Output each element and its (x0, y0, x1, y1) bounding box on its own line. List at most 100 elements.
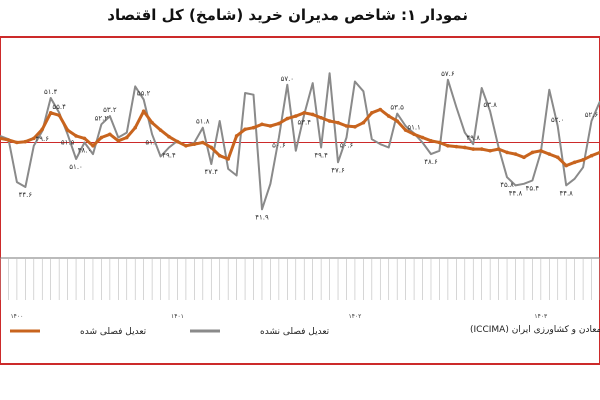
data-label: ۵۲.۲ (95, 114, 109, 122)
data-label: ۵۱.۵ (61, 138, 75, 146)
year-label: ۱۴۰۱ (171, 313, 184, 320)
data-label: ۴۷.۴ (205, 168, 219, 176)
seasonal-point (488, 148, 492, 153)
seasonal-point (15, 140, 19, 145)
data-label: ۴۹.۴ (314, 151, 328, 159)
seasonal-point (353, 125, 357, 129)
seasonal-point (268, 124, 273, 128)
legend-label: تعدیل فصلی نشده (260, 327, 330, 337)
seasonal-point (530, 150, 535, 155)
data-label: ۴۹.۴ (162, 151, 176, 159)
data-label: ۴۴.۶ (19, 191, 33, 199)
data-label: ۵۲.۰ (551, 116, 565, 124)
seasonal-point (403, 128, 408, 132)
seasonal-point (217, 153, 222, 158)
chart-title: نمودار ۱: شاخص مدیران خرید (شامخ) کل اقت… (107, 6, 468, 24)
seasonal-point (201, 140, 205, 145)
seasonal-point (167, 134, 171, 139)
data-label: ۵۱.۰ (145, 138, 159, 146)
seasonal-point (23, 139, 28, 144)
seasonal-point (547, 152, 552, 156)
seasonal-point (361, 120, 366, 125)
data-label: ۴۵.۴ (526, 184, 540, 192)
seasonal-point (99, 135, 104, 140)
seasonal-point (513, 152, 518, 156)
seasonal-point (302, 111, 307, 115)
data-label: ۴۸.۶ (424, 158, 438, 166)
year-label: ۱۴۰۳ (534, 313, 548, 320)
data-label: ۵۳.۸ (483, 101, 497, 109)
seasonal-point (293, 114, 298, 118)
data-label: ۵۱.۸ (196, 118, 210, 126)
seasonal-point (40, 127, 45, 132)
data-label: ۴۹.۸ (466, 134, 480, 142)
seasonal-point (496, 147, 501, 151)
data-label: ۴۸.۰ (78, 147, 92, 155)
seasonal-point (141, 109, 146, 113)
data-label: ۵۷.۶ (441, 70, 455, 78)
data-label: ۴۹.۶ (35, 135, 49, 143)
seasonal-point (429, 139, 433, 143)
seasonal-point (124, 135, 129, 140)
seasonal-point (0, 136, 2, 141)
series-raw-line (0, 72, 600, 211)
seasonal-point (310, 112, 315, 117)
seasonal-point (505, 150, 509, 155)
seasonal-point (175, 139, 180, 144)
seasonal-point (437, 140, 442, 145)
year-label: ۱۴۰۰ (10, 313, 23, 320)
seasonal-point (539, 148, 543, 153)
seasonal-point (251, 125, 256, 130)
seasonal-point (589, 153, 594, 158)
seasonal-point (6, 138, 11, 142)
data-label: ۵۳.۴ (297, 118, 311, 126)
seasonal-point (336, 120, 340, 125)
seasonal-point (462, 145, 467, 150)
data-label: ۵۱.۴ (44, 88, 58, 96)
data-label: ۴۴.۸ (509, 189, 523, 197)
seasonal-point (243, 127, 247, 132)
seasonal-point (32, 136, 36, 141)
data-labels: ۴۴.۶ ۴۹.۶ ۵۱.۴ ۵۵.۴ ۵۱.۵ ۵۱.۰ ۴۸.۰ ۵۲.۲۵۳.۲ ۵۵.۲… (19, 70, 599, 222)
seasonal-point (327, 119, 332, 123)
seasonal-point (378, 107, 383, 112)
seasonal-point (344, 124, 349, 128)
seasonal-point (386, 114, 391, 118)
data-label: ۵۵.۲ (137, 90, 151, 98)
seasonal-point (108, 132, 112, 137)
seasonal-points (0, 107, 600, 168)
seasonal-point (209, 145, 214, 150)
seasonal-point (184, 144, 188, 148)
seasonal-point (370, 111, 374, 115)
year-labels: ۱۴۰۰ ۱۴۰۱ ۱۴۰۲ ۱۴۰۳ (10, 313, 548, 320)
source-note: اتاق بازرگانی، صنایع، معادن و کشاورزی ای… (470, 323, 600, 335)
data-label: ۴۷.۶ (331, 166, 345, 174)
seasonal-point (479, 147, 484, 151)
seasonal-point (260, 122, 264, 127)
legend-label: تعدیل فصلی شده (80, 327, 147, 337)
seasonal-point (65, 128, 70, 132)
seasonal-point (581, 158, 585, 162)
seasonal-point (412, 132, 416, 137)
seasonal-point (234, 134, 239, 138)
seasonal-point (133, 125, 138, 130)
seasonal-point (277, 121, 281, 126)
data-label: ۵۷.۰ (281, 75, 295, 83)
data-label: ۴۴.۸ (559, 189, 573, 197)
seasonal-point (420, 135, 425, 140)
seasonal-point (74, 134, 78, 138)
seasonal-point (555, 155, 560, 160)
data-label: ۵۵.۴ (52, 103, 66, 111)
seasonal-point (158, 128, 163, 132)
seasonal-point (319, 115, 323, 120)
seasonal-point (150, 120, 154, 125)
data-label: ۵۲.۶ (585, 111, 599, 119)
seasonal-point (226, 157, 230, 161)
seasonal-point (454, 144, 459, 149)
data-label: ۵۰.۶ (340, 142, 354, 150)
year-label: ۱۴۰۲ (348, 313, 361, 320)
seasonal-point (471, 147, 476, 151)
seasonal-point (116, 139, 121, 143)
data-label: ۴۵.۸ (500, 181, 514, 189)
